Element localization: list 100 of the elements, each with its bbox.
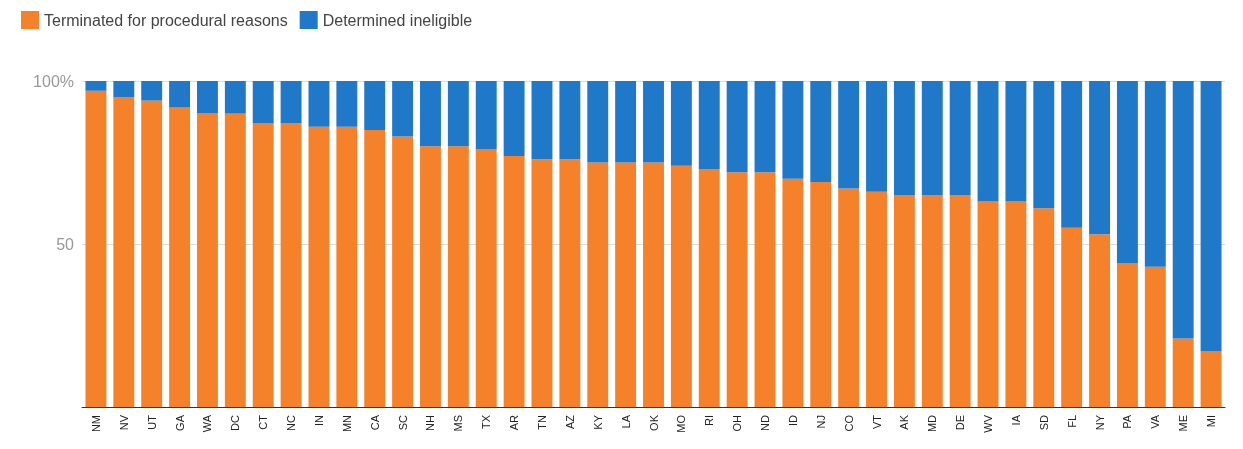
bar [1144, 266, 1166, 407]
x-tick-label: IA [1009, 414, 1022, 426]
x-tick-label: IN [312, 414, 325, 426]
bar [336, 81, 358, 127]
x-tick-label: SC [396, 414, 409, 431]
x-tick-label: AK [898, 414, 911, 430]
bar [782, 81, 804, 179]
bar [643, 81, 664, 163]
bar [670, 165, 692, 407]
bar [1200, 351, 1222, 407]
y-tick-label: 50 [56, 235, 75, 253]
bar [113, 97, 135, 407]
bar [1033, 81, 1055, 209]
bar [810, 182, 832, 407]
bar [141, 81, 163, 101]
x-tick-label: SD [1037, 414, 1050, 431]
x-tick-label: UT [145, 414, 158, 430]
bar [447, 81, 469, 147]
x-tick-label: WA [201, 414, 214, 433]
x-tick-label: NY [1093, 414, 1106, 431]
bar [1061, 81, 1083, 228]
x-tick-label: CT [257, 414, 270, 430]
bar [726, 172, 748, 407]
x-tick-label: OH [731, 414, 744, 432]
x-tick-label: WV [982, 414, 995, 433]
x-tick-label: LA [619, 414, 632, 429]
x-tick-label: MS [452, 415, 465, 432]
x-tick-label: KY [591, 414, 604, 430]
bar [364, 129, 386, 407]
x-tick-label: MN [340, 414, 353, 433]
bar [169, 81, 191, 108]
x-tick-label: FL [1065, 415, 1078, 428]
bar [1089, 81, 1110, 235]
bar [85, 81, 107, 91]
bar [252, 123, 274, 407]
bar [447, 146, 469, 407]
bar [531, 159, 553, 407]
bar [308, 126, 330, 407]
x-tick-label: RI [703, 415, 716, 426]
bar [643, 162, 664, 407]
bar [1144, 81, 1166, 267]
bar [475, 149, 497, 407]
bar [1061, 227, 1083, 407]
legend-label: Terminated for procedural reasons [44, 11, 288, 29]
x-tick-label: VT [870, 414, 883, 430]
bar [949, 195, 971, 407]
bar [1200, 81, 1222, 352]
bar [280, 123, 302, 407]
x-tick-label: VA [1149, 414, 1162, 429]
bar [420, 81, 441, 147]
bar [893, 81, 915, 196]
bar [308, 81, 330, 127]
x-tick-label: NC [285, 414, 298, 431]
bar [893, 195, 915, 407]
bar [85, 90, 107, 407]
x-tick-label: DE [954, 415, 967, 431]
bar [420, 146, 441, 407]
bar [392, 136, 414, 407]
bar [921, 81, 943, 196]
x-tick-label: AZ [563, 414, 576, 430]
bar [1172, 338, 1194, 407]
bar [1172, 81, 1194, 339]
bar [224, 81, 246, 114]
bar [1116, 81, 1138, 264]
x-tick-label: NJ [814, 415, 827, 429]
bar [754, 172, 776, 407]
x-tick-label: TN [535, 414, 548, 430]
bar [197, 113, 218, 407]
bar [1116, 263, 1138, 407]
bar [587, 81, 609, 163]
legend-label: Determined ineligible [322, 11, 473, 29]
bar [866, 191, 887, 407]
x-tick-label: NH [424, 414, 437, 431]
y-tick-label: 100% [33, 72, 74, 90]
bar [670, 81, 692, 166]
x-tick-label: MD [926, 414, 939, 433]
bar [838, 188, 860, 407]
x-tick-label: CA [368, 414, 381, 431]
x-tick-label: GA [173, 414, 186, 431]
x-tick-label: OK [647, 414, 660, 431]
bar [559, 159, 581, 407]
bar [698, 169, 720, 407]
bar [1005, 201, 1027, 407]
x-tick-label: AR [508, 414, 521, 431]
bar [754, 81, 776, 173]
x-tick-label: ID [786, 414, 799, 426]
bar [615, 162, 637, 407]
bar [726, 81, 748, 173]
bar [838, 81, 860, 189]
bar [1033, 208, 1055, 407]
bar [615, 81, 637, 163]
bar [224, 113, 246, 407]
bar [810, 81, 832, 183]
bar [364, 81, 386, 130]
bar [252, 81, 274, 124]
bar [503, 155, 525, 407]
bar [141, 100, 163, 407]
bar [977, 201, 999, 407]
x-tick-label: ND [759, 414, 772, 431]
x-tick-label: MO [675, 414, 688, 433]
